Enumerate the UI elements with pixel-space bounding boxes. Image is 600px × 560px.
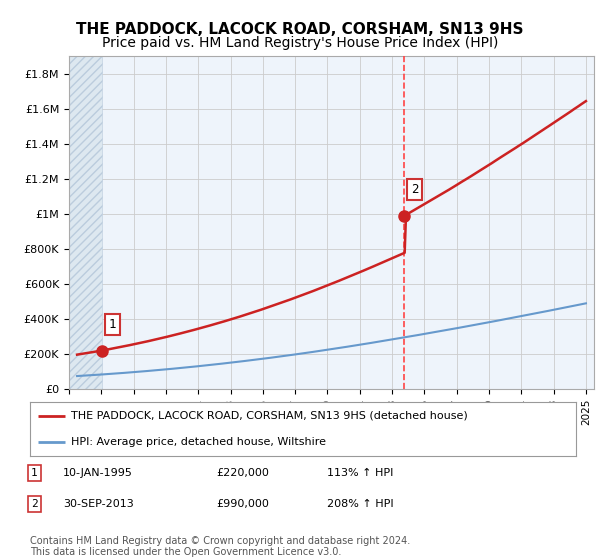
Text: 208% ↑ HPI: 208% ↑ HPI — [327, 499, 394, 509]
Text: THE PADDOCK, LACOCK ROAD, CORSHAM, SN13 9HS (detached house): THE PADDOCK, LACOCK ROAD, CORSHAM, SN13 … — [71, 411, 468, 421]
Text: 1: 1 — [31, 468, 38, 478]
Text: 2: 2 — [31, 499, 38, 509]
Text: £990,000: £990,000 — [216, 499, 269, 509]
Text: 113% ↑ HPI: 113% ↑ HPI — [327, 468, 394, 478]
Text: 2: 2 — [410, 183, 418, 196]
Text: £220,000: £220,000 — [216, 468, 269, 478]
Text: HPI: Average price, detached house, Wiltshire: HPI: Average price, detached house, Wilt… — [71, 437, 326, 447]
Text: 1: 1 — [108, 318, 116, 331]
Bar — [69, 56, 102, 389]
Text: Price paid vs. HM Land Registry's House Price Index (HPI): Price paid vs. HM Land Registry's House … — [102, 36, 498, 50]
Text: 10-JAN-1995: 10-JAN-1995 — [63, 468, 133, 478]
Text: 30-SEP-2013: 30-SEP-2013 — [63, 499, 134, 509]
Text: Contains HM Land Registry data © Crown copyright and database right 2024.
This d: Contains HM Land Registry data © Crown c… — [30, 535, 410, 557]
Text: THE PADDOCK, LACOCK ROAD, CORSHAM, SN13 9HS: THE PADDOCK, LACOCK ROAD, CORSHAM, SN13 … — [76, 22, 524, 38]
